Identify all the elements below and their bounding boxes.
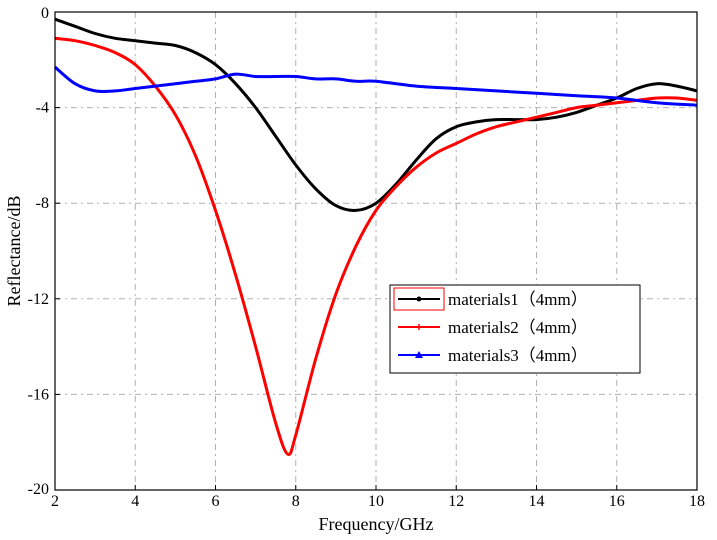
y-tick-label: -16 — [28, 386, 49, 403]
x-tick-label: 6 — [212, 493, 220, 510]
x-tick-label: 12 — [448, 493, 464, 510]
legend-label-3: materials3（4mm） — [448, 346, 588, 365]
x-tick-label: 4 — [131, 493, 139, 510]
x-tick-label: 2 — [51, 493, 59, 510]
y-tick-label: -20 — [28, 481, 49, 498]
x-tick-label: 8 — [292, 493, 300, 510]
ticks-layer: 2 4 6 8 10 12 14 16 18 0 -4 -8 -12 -16 -20 — [28, 5, 705, 510]
x-tick-label: 16 — [609, 493, 625, 510]
series-line-2 — [54, 36, 698, 457]
y-tick-label: -8 — [36, 195, 49, 212]
y-axis-title: Reflectance/dB — [4, 196, 24, 307]
y-tick-label: 0 — [41, 5, 49, 22]
legend-marker-1 — [416, 296, 422, 302]
x-tick-label: 10 — [368, 493, 384, 510]
y-tick-label: -4 — [36, 100, 49, 117]
y-tick-label: -12 — [28, 291, 49, 308]
legend-label-2: materials2（4mm） — [448, 318, 588, 337]
x-axis-title: Frequency/GHz — [319, 514, 434, 534]
legend: materials1（4mm） materials2（4mm） materials3… — [389, 284, 641, 374]
x-tick-label: 14 — [529, 493, 545, 510]
plot-area — [55, 12, 697, 490]
legend-label-1: materials1（4mm） — [448, 290, 588, 309]
legend-marker-3 — [415, 351, 423, 358]
series-line-1 — [54, 17, 698, 212]
series-line-3 — [54, 65, 698, 107]
series-layer — [54, 17, 698, 457]
legend-marker-2 — [416, 324, 422, 330]
legend-highlight — [393, 287, 445, 311]
x-tick-label: 18 — [689, 493, 705, 510]
